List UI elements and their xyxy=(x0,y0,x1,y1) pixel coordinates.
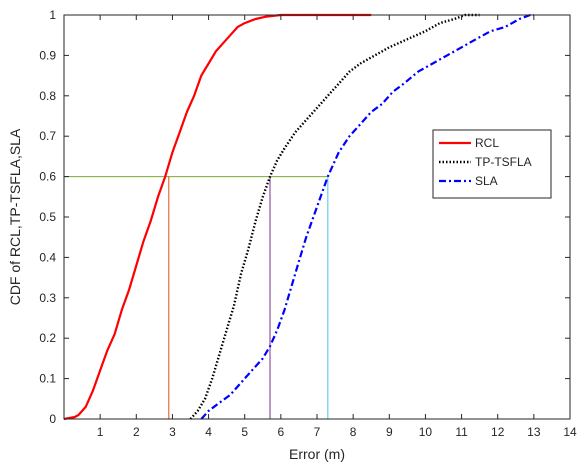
x-tick-label: 3 xyxy=(169,425,176,439)
series-line-tp-tsfla xyxy=(189,13,480,420)
legend-label: RCL xyxy=(475,136,499,150)
x-axis-ticks: 1 2 3 4 5 6 7 8 9 10 11 12 13 14 xyxy=(97,15,577,439)
x-tick-label: 12 xyxy=(491,425,505,439)
series-line-sla xyxy=(200,13,534,420)
y-tick-label: 0.3 xyxy=(39,291,56,305)
legend: RCL TP-TSFLA SLA xyxy=(432,129,552,199)
y-tick-label: 0 xyxy=(49,412,56,426)
y-axis-ticks: 0 0.1 0.2 0.3 0.4 0.5 0.6 0.7 0.8 0.9 1 xyxy=(39,8,570,426)
x-tick-label: 2 xyxy=(133,425,140,439)
reference-lines xyxy=(64,176,329,419)
y-tick-label: 0.9 xyxy=(39,48,56,62)
x-tick-label: 9 xyxy=(386,425,393,439)
x-tick-label: 11 xyxy=(455,425,468,439)
x-tick-label: 10 xyxy=(419,425,433,439)
y-tick-label: 0.1 xyxy=(39,372,56,386)
y-tick-label: 0.7 xyxy=(39,129,56,143)
legend-label: SLA xyxy=(475,174,498,188)
x-tick-label: 8 xyxy=(350,425,357,439)
plot-area xyxy=(64,15,570,419)
x-tick-label: 1 xyxy=(97,425,104,439)
x-tick-label: 13 xyxy=(527,425,541,439)
legend-label: TP-TSFLA xyxy=(475,155,532,169)
y-tick-label: 0.8 xyxy=(39,89,56,103)
legend-box xyxy=(432,129,552,199)
y-tick-label: 0.6 xyxy=(39,170,56,184)
y-tick-label: 1 xyxy=(49,8,56,22)
x-tick-label: 4 xyxy=(205,425,212,439)
series-layer xyxy=(63,13,534,421)
x-tick-label: 14 xyxy=(563,425,577,439)
x-tick-label: 5 xyxy=(241,425,248,439)
x-tick-label: 7 xyxy=(314,425,321,439)
x-tick-label: 6 xyxy=(278,425,285,439)
y-tick-label: 0.2 xyxy=(39,331,56,345)
y-axis-label: CDF of RCL,TP-TSFLA,SLA xyxy=(7,128,23,305)
y-tick-label: 0.4 xyxy=(39,250,56,264)
series-line-rcl xyxy=(63,13,372,421)
y-tick-label: 0.5 xyxy=(39,210,56,224)
x-axis-label: Error (m) xyxy=(289,446,345,462)
